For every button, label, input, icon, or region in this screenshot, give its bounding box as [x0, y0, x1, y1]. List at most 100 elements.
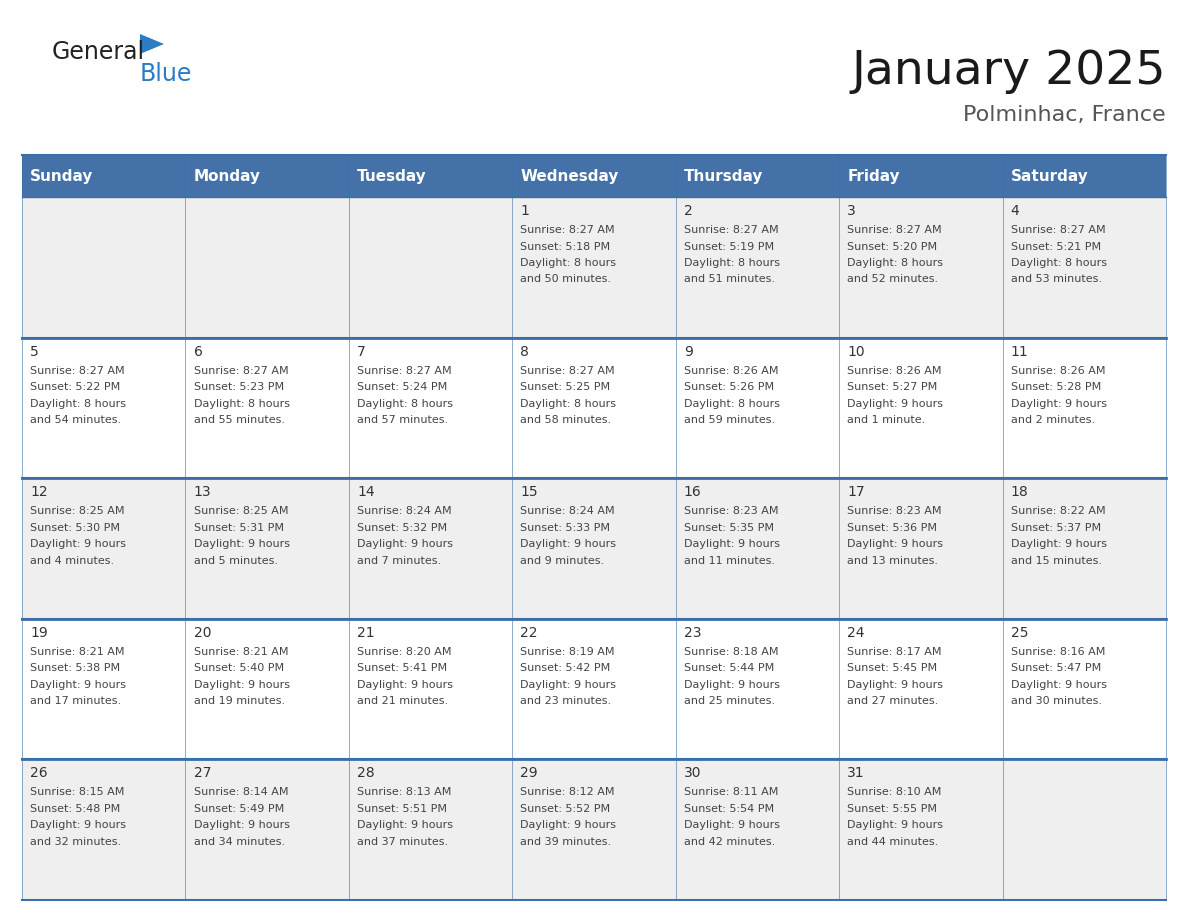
Text: Sunset: 5:36 PM: Sunset: 5:36 PM: [847, 522, 937, 532]
Text: and 2 minutes.: and 2 minutes.: [1011, 415, 1095, 425]
Text: Sunrise: 8:27 AM: Sunrise: 8:27 AM: [358, 365, 451, 375]
Text: Daylight: 8 hours: Daylight: 8 hours: [358, 398, 453, 409]
Bar: [839, 759, 1003, 900]
Bar: [185, 619, 349, 759]
Text: Sunrise: 8:27 AM: Sunrise: 8:27 AM: [30, 365, 125, 375]
Text: 7: 7: [358, 344, 366, 359]
Text: Monday: Monday: [194, 169, 260, 184]
Bar: [676, 155, 839, 197]
Text: 1: 1: [520, 204, 530, 218]
Text: Sunrise: 8:13 AM: Sunrise: 8:13 AM: [358, 788, 451, 798]
Text: and 54 minutes.: and 54 minutes.: [30, 415, 121, 425]
Text: Sunset: 5:24 PM: Sunset: 5:24 PM: [358, 382, 447, 392]
Text: and 42 minutes.: and 42 minutes.: [684, 837, 775, 847]
Text: and 34 minutes.: and 34 minutes.: [194, 837, 285, 847]
Bar: [349, 478, 512, 619]
Text: Sunrise: 8:17 AM: Sunrise: 8:17 AM: [847, 647, 942, 656]
Text: and 51 minutes.: and 51 minutes.: [684, 274, 775, 285]
Text: Daylight: 9 hours: Daylight: 9 hours: [847, 680, 943, 689]
Bar: [676, 478, 839, 619]
Text: Daylight: 9 hours: Daylight: 9 hours: [194, 821, 290, 831]
Text: Daylight: 9 hours: Daylight: 9 hours: [1011, 398, 1107, 409]
Bar: [676, 759, 839, 900]
Text: Sunrise: 8:27 AM: Sunrise: 8:27 AM: [520, 365, 615, 375]
Text: Sunset: 5:48 PM: Sunset: 5:48 PM: [30, 804, 120, 814]
Text: Sunrise: 8:27 AM: Sunrise: 8:27 AM: [847, 225, 942, 235]
Text: Sunrise: 8:11 AM: Sunrise: 8:11 AM: [684, 788, 778, 798]
Text: and 21 minutes.: and 21 minutes.: [358, 696, 448, 706]
Bar: [23, 155, 185, 197]
Text: 14: 14: [358, 486, 374, 499]
Bar: [839, 197, 1003, 338]
Text: 31: 31: [847, 767, 865, 780]
Text: Friday: Friday: [847, 169, 901, 184]
Text: and 17 minutes.: and 17 minutes.: [30, 696, 121, 706]
Text: Sunset: 5:49 PM: Sunset: 5:49 PM: [194, 804, 284, 814]
Text: 28: 28: [358, 767, 374, 780]
Text: Sunrise: 8:27 AM: Sunrise: 8:27 AM: [684, 225, 778, 235]
Text: Daylight: 9 hours: Daylight: 9 hours: [847, 539, 943, 549]
Text: Sunset: 5:30 PM: Sunset: 5:30 PM: [30, 522, 120, 532]
Text: and 44 minutes.: and 44 minutes.: [847, 837, 939, 847]
Text: Sunrise: 8:27 AM: Sunrise: 8:27 AM: [194, 365, 289, 375]
Text: and 37 minutes.: and 37 minutes.: [358, 837, 448, 847]
Text: Sunset: 5:28 PM: Sunset: 5:28 PM: [1011, 382, 1101, 392]
Text: 2: 2: [684, 204, 693, 218]
Text: Sunrise: 8:20 AM: Sunrise: 8:20 AM: [358, 647, 451, 656]
Text: and 23 minutes.: and 23 minutes.: [520, 696, 612, 706]
Text: and 19 minutes.: and 19 minutes.: [194, 696, 285, 706]
Bar: [349, 197, 512, 338]
Text: 25: 25: [1011, 626, 1029, 640]
Text: 21: 21: [358, 626, 374, 640]
Text: Daylight: 9 hours: Daylight: 9 hours: [1011, 539, 1107, 549]
Text: and 55 minutes.: and 55 minutes.: [194, 415, 285, 425]
Text: 3: 3: [847, 204, 857, 218]
Bar: [512, 619, 676, 759]
Text: and 32 minutes.: and 32 minutes.: [30, 837, 121, 847]
Text: 9: 9: [684, 344, 693, 359]
Text: Daylight: 9 hours: Daylight: 9 hours: [1011, 680, 1107, 689]
Text: Sunset: 5:41 PM: Sunset: 5:41 PM: [358, 664, 447, 673]
Text: 20: 20: [194, 626, 211, 640]
Text: Sunrise: 8:15 AM: Sunrise: 8:15 AM: [30, 788, 125, 798]
Text: Sunset: 5:54 PM: Sunset: 5:54 PM: [684, 804, 775, 814]
Text: Sunrise: 8:18 AM: Sunrise: 8:18 AM: [684, 647, 778, 656]
Text: Sunset: 5:40 PM: Sunset: 5:40 PM: [194, 664, 284, 673]
Text: 27: 27: [194, 767, 211, 780]
Text: 10: 10: [847, 344, 865, 359]
Text: January 2025: January 2025: [852, 50, 1165, 95]
Text: Sunset: 5:45 PM: Sunset: 5:45 PM: [847, 664, 937, 673]
Text: Sunrise: 8:14 AM: Sunrise: 8:14 AM: [194, 788, 289, 798]
Text: and 27 minutes.: and 27 minutes.: [847, 696, 939, 706]
Text: Sunrise: 8:26 AM: Sunrise: 8:26 AM: [684, 365, 778, 375]
Text: and 13 minutes.: and 13 minutes.: [847, 555, 939, 565]
Text: 4: 4: [1011, 204, 1019, 218]
Bar: [23, 619, 185, 759]
Text: Daylight: 9 hours: Daylight: 9 hours: [684, 821, 779, 831]
Text: and 11 minutes.: and 11 minutes.: [684, 555, 775, 565]
Text: Sunset: 5:35 PM: Sunset: 5:35 PM: [684, 522, 773, 532]
Text: Sunset: 5:31 PM: Sunset: 5:31 PM: [194, 522, 284, 532]
Text: 8: 8: [520, 344, 530, 359]
Text: Sunrise: 8:25 AM: Sunrise: 8:25 AM: [30, 506, 125, 516]
Bar: [1003, 478, 1165, 619]
Text: Sunset: 5:27 PM: Sunset: 5:27 PM: [847, 382, 937, 392]
Text: General: General: [52, 40, 145, 64]
Bar: [512, 478, 676, 619]
Text: Daylight: 9 hours: Daylight: 9 hours: [194, 539, 290, 549]
Text: Daylight: 9 hours: Daylight: 9 hours: [520, 680, 617, 689]
Text: 17: 17: [847, 486, 865, 499]
Bar: [1003, 619, 1165, 759]
Text: and 5 minutes.: and 5 minutes.: [194, 555, 278, 565]
Text: Daylight: 9 hours: Daylight: 9 hours: [358, 821, 453, 831]
Text: Sunrise: 8:23 AM: Sunrise: 8:23 AM: [847, 506, 942, 516]
Text: and 57 minutes.: and 57 minutes.: [358, 415, 448, 425]
Text: Sunrise: 8:19 AM: Sunrise: 8:19 AM: [520, 647, 615, 656]
Text: Daylight: 9 hours: Daylight: 9 hours: [847, 398, 943, 409]
Text: Daylight: 8 hours: Daylight: 8 hours: [684, 398, 779, 409]
Text: Sunrise: 8:23 AM: Sunrise: 8:23 AM: [684, 506, 778, 516]
Text: Daylight: 8 hours: Daylight: 8 hours: [520, 398, 617, 409]
Text: Sunset: 5:20 PM: Sunset: 5:20 PM: [847, 241, 937, 252]
Text: Daylight: 8 hours: Daylight: 8 hours: [30, 398, 126, 409]
Bar: [185, 155, 349, 197]
